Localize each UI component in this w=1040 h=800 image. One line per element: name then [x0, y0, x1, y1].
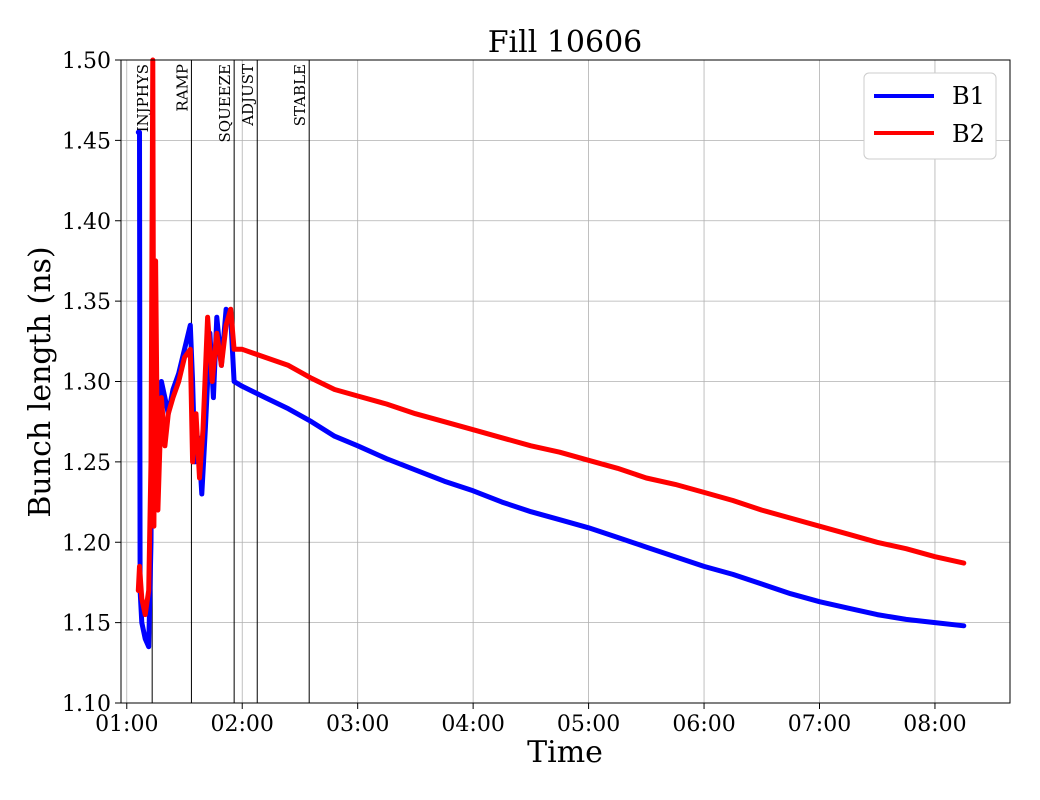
- y-axis-title: Bunch length (ns): [23, 246, 58, 517]
- y-tick-label: 1.25: [62, 451, 111, 476]
- x-axis-ticks: 01:00 02:00 03:00 04:00 05:00 06:00 07:00 08:00: [95, 703, 967, 737]
- y-tick-label: 1.15: [62, 612, 111, 637]
- y-tick-label: 1.35: [62, 290, 111, 315]
- y-tick-label: 1.40: [62, 210, 111, 235]
- phase-label: SQUEEZE: [216, 64, 234, 143]
- x-tick-label: 05:00: [557, 712, 620, 737]
- phase-label: RAMP: [173, 64, 191, 112]
- y-tick-label: 1.20: [62, 531, 111, 556]
- phase-label: ADJUST: [239, 64, 257, 127]
- series-lines: [135, 57, 967, 650]
- x-axis-title: Time: [527, 735, 603, 770]
- x-tick-label: 03:00: [326, 712, 389, 737]
- y-axis-ticks: 1.10 1.15 1.20 1.25 1.30 1.35 1.40 1.45 1.50: [62, 49, 121, 717]
- chart-title: Fill 10606: [488, 25, 643, 60]
- phase-label: STABLE: [291, 64, 309, 126]
- series-line-b2: [135, 57, 967, 618]
- x-tick-label: 02:00: [211, 712, 274, 737]
- legend-label-b2: B2: [952, 120, 985, 148]
- y-tick-label: 1.45: [62, 129, 111, 154]
- x-tick-label: 06:00: [672, 712, 735, 737]
- y-tick-label: 1.50: [62, 49, 111, 74]
- y-tick-label: 1.30: [62, 371, 111, 396]
- x-tick-label: 08:00: [903, 712, 966, 737]
- x-tick-label: 07:00: [788, 712, 851, 737]
- x-tick-label: 04:00: [441, 712, 504, 737]
- phase-label: INJPHYS: [134, 64, 152, 132]
- legend-label-b1: B1: [952, 82, 985, 110]
- x-tick-label: 01:00: [95, 712, 158, 737]
- y-tick-label: 1.10: [62, 692, 111, 717]
- legend: B1 B2: [863, 72, 997, 160]
